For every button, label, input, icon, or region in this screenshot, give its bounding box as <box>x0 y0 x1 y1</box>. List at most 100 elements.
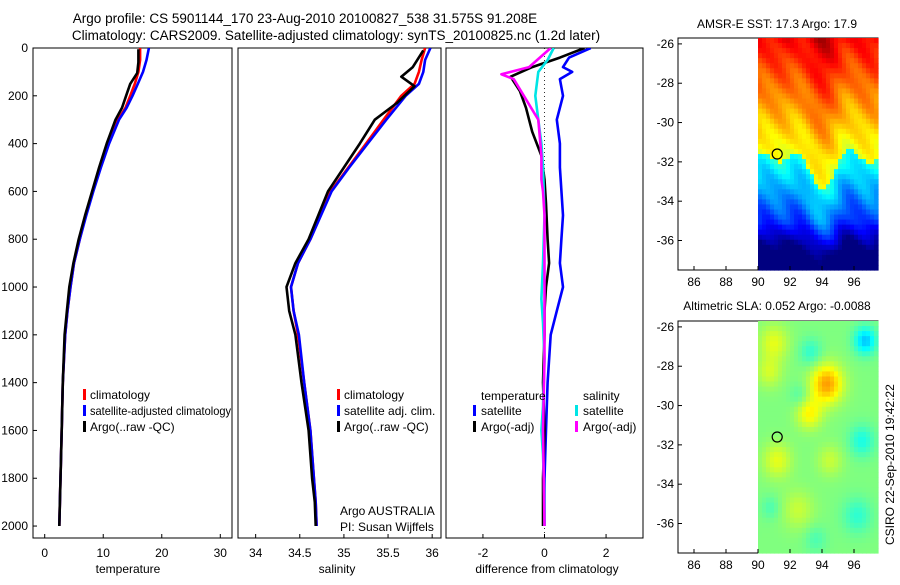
heatmap-cell <box>842 386 847 393</box>
heatmap-cell <box>838 346 843 352</box>
heatmap-cell <box>846 326 851 332</box>
heatmap-cell <box>770 143 775 150</box>
heatmap-cell <box>858 103 863 110</box>
heatmap-cell <box>870 336 875 342</box>
heatmap-cell <box>874 537 879 544</box>
heatmap-cell <box>838 492 843 499</box>
heatmap-cell <box>826 336 831 342</box>
heatmap-cell <box>858 522 863 529</box>
series-argo <box>58 49 140 527</box>
heatmap-cell <box>866 321 871 327</box>
heatmap-cell <box>822 527 827 534</box>
heatmap-cell <box>826 93 831 100</box>
heatmap-cell <box>822 452 827 458</box>
heatmap-cell <box>826 259 831 266</box>
heatmap-cell <box>802 179 807 185</box>
heatmap-cell <box>786 381 791 388</box>
heatmap-cell <box>826 517 831 524</box>
map-y-tick-label: -30 <box>657 399 675 413</box>
heatmap-cell <box>798 326 803 332</box>
heatmap-cell <box>870 366 875 373</box>
heatmap-cell <box>758 249 763 256</box>
heatmap-cell <box>810 502 815 509</box>
heatmap-cell <box>786 542 791 549</box>
heatmap-cell <box>862 48 867 54</box>
heatmap-cell <box>762 452 767 458</box>
heatmap-cell <box>874 78 879 84</box>
heatmap-cell <box>834 371 839 378</box>
heatmap-cell <box>826 381 831 388</box>
heatmap-cell <box>758 159 763 165</box>
heatmap-cell <box>850 431 855 438</box>
heatmap-cell <box>862 53 867 59</box>
heatmap-cell <box>822 48 827 54</box>
heatmap-cell <box>790 53 795 59</box>
heatmap-cell <box>850 103 855 110</box>
heatmap-cell <box>862 421 867 428</box>
heatmap-cell <box>810 542 815 549</box>
heatmap-cell <box>766 154 771 160</box>
heatmap-cell <box>798 341 803 347</box>
heatmap-cell <box>790 386 795 393</box>
heatmap-cell <box>850 174 855 180</box>
heatmap-cell <box>770 189 775 195</box>
heatmap-cell <box>822 143 827 150</box>
heatmap-cell <box>862 209 867 216</box>
heatmap-cell <box>858 53 863 59</box>
heatmap-cell <box>850 204 855 211</box>
heatmap-cell <box>786 406 791 413</box>
heatmap-cell <box>822 522 827 529</box>
heatmap-cell <box>818 169 823 175</box>
heatmap-cell <box>818 346 823 352</box>
heatmap-cell <box>806 143 811 150</box>
heatmap-cell <box>858 437 863 443</box>
heatmap-cell <box>838 78 843 84</box>
heatmap-cell <box>826 366 831 373</box>
heatmap-cell <box>814 194 819 200</box>
heatmap-cell <box>858 58 863 64</box>
heatmap-cell <box>806 164 811 170</box>
heatmap-cell <box>762 73 767 79</box>
heatmap-cell <box>822 411 827 418</box>
heatmap-cell <box>778 482 783 489</box>
heatmap-cell <box>794 214 799 221</box>
heatmap-cell <box>814 189 819 195</box>
heatmap-cell <box>778 376 783 383</box>
heatmap-cell <box>778 361 783 367</box>
heatmap-cell <box>794 537 799 544</box>
heatmap-cell <box>766 234 771 241</box>
heatmap-cell <box>766 502 771 509</box>
heatmap-cell <box>774 78 779 84</box>
heatmap-cell <box>774 58 779 64</box>
heatmap-cell <box>782 532 787 539</box>
heatmap-cell <box>790 194 795 200</box>
heatmap-cell <box>790 437 795 443</box>
heatmap-cell <box>766 472 771 478</box>
heatmap-cell <box>842 123 847 130</box>
heatmap-cell <box>818 209 823 216</box>
heatmap-cell <box>846 346 851 352</box>
heatmap-cell <box>782 58 787 64</box>
heatmap-cell <box>782 356 787 362</box>
heatmap-cell <box>858 386 863 393</box>
heatmap-cell <box>798 351 803 357</box>
heatmap-cell <box>854 391 859 398</box>
heatmap-cell <box>870 431 875 438</box>
heatmap-cell <box>794 154 799 160</box>
heatmap-cell <box>858 138 863 145</box>
heatmap-cell <box>834 467 839 473</box>
heatmap-cell <box>826 411 831 418</box>
heatmap-cell <box>814 371 819 378</box>
heatmap-cell <box>778 244 783 251</box>
heatmap-cell <box>806 447 811 453</box>
heatmap-cell <box>862 264 867 271</box>
heatmap-cell <box>810 123 815 130</box>
heatmap-cell <box>842 83 847 90</box>
heatmap-cell <box>794 527 799 534</box>
heatmap-cell <box>802 264 807 271</box>
heatmap-cell <box>866 214 871 221</box>
heatmap-cell <box>826 406 831 413</box>
heatmap-cell <box>770 83 775 90</box>
heatmap-cell <box>802 118 807 125</box>
heatmap-cell <box>786 502 791 509</box>
